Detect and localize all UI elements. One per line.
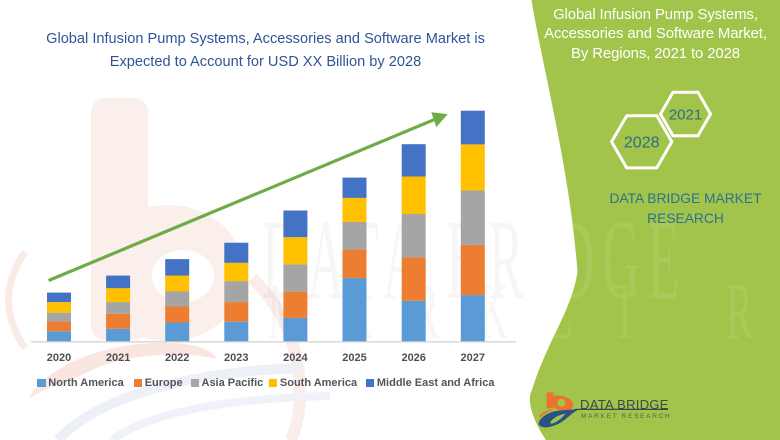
svg-text:2021: 2021 [669, 107, 702, 124]
svg-text:MARKET RESE: MARKET RESE [268, 267, 780, 356]
svg-text:2028: 2028 [624, 135, 660, 152]
